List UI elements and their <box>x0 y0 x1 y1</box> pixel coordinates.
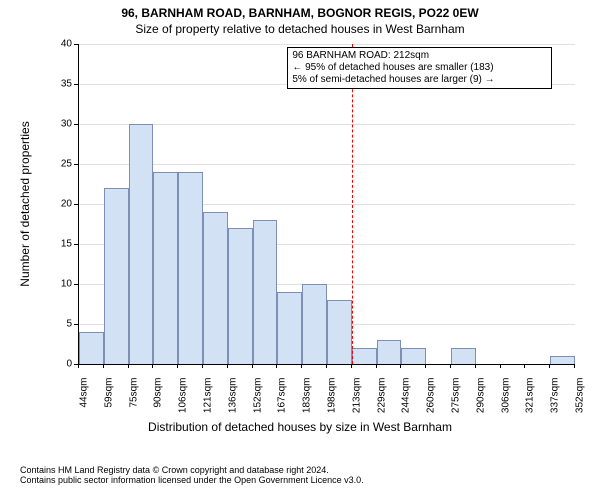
y-tick-label: 35 <box>48 79 72 90</box>
y-tick-label: 20 <box>48 199 72 210</box>
bar <box>153 172 178 364</box>
annotation-box: 96 BARNHAM ROAD: 212sqm← 95% of detached… <box>287 47 552 89</box>
bar <box>401 348 426 364</box>
footer-line-1: Contains HM Land Registry data © Crown c… <box>20 465 580 475</box>
page-title: 96, BARNHAM ROAD, BARNHAM, BOGNOR REGIS,… <box>0 6 600 20</box>
bars <box>79 44 575 364</box>
bar <box>327 300 352 364</box>
annotation-line: ← 95% of detached houses are smaller (18… <box>292 62 547 74</box>
y-tick-label: 0 <box>48 359 72 370</box>
bar <box>302 284 327 364</box>
footer-line-2: Contains public sector information licen… <box>20 475 580 485</box>
footer: Contains HM Land Registry data © Crown c… <box>20 465 580 485</box>
bar <box>253 220 278 364</box>
bar <box>79 332 104 364</box>
bar <box>451 348 476 364</box>
reference-line <box>352 44 353 364</box>
chart-container: 96, BARNHAM ROAD, BARNHAM, BOGNOR REGIS,… <box>0 0 600 500</box>
annotation-line: 5% of semi-detached houses are larger (9… <box>292 74 547 86</box>
y-tick-label: 25 <box>48 159 72 170</box>
y-tick-label: 15 <box>48 239 72 250</box>
annotation-line: 96 BARNHAM ROAD: 212sqm <box>292 50 547 62</box>
y-tick-label: 40 <box>48 39 72 50</box>
bar <box>550 356 575 364</box>
bar <box>129 124 154 364</box>
bar <box>104 188 129 364</box>
y-tick-label: 30 <box>48 119 72 130</box>
y-axis-label: Number of detached properties <box>18 94 32 314</box>
bar <box>352 348 377 364</box>
plot-area: 96 BARNHAM ROAD: 212sqm← 95% of detached… <box>78 44 575 365</box>
bar <box>277 292 302 364</box>
bar <box>228 228 253 364</box>
y-tick-label: 10 <box>48 279 72 290</box>
y-tick-label: 5 <box>48 319 72 330</box>
x-axis-label: Distribution of detached houses by size … <box>0 420 600 434</box>
bar <box>203 212 228 364</box>
bar <box>178 172 203 364</box>
page-subtitle: Size of property relative to detached ho… <box>0 22 600 36</box>
bar <box>377 340 402 364</box>
